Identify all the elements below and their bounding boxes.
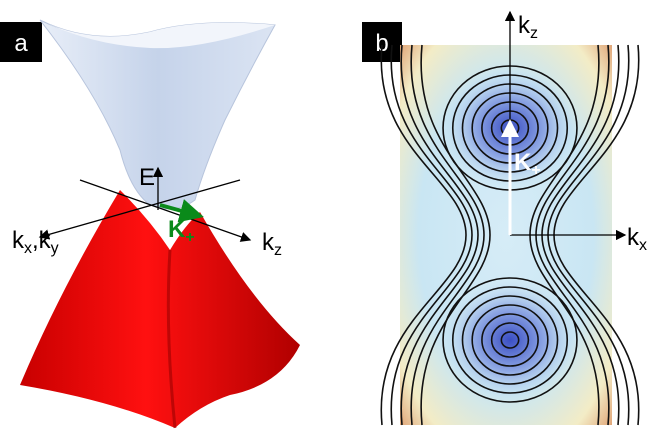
axis-label: E: [139, 164, 155, 191]
label-part: ,k: [32, 227, 52, 254]
lower-cone: [20, 190, 300, 428]
label-part: K: [514, 149, 532, 176]
figure: a E kx,ky kz K+ b kz kx K+: [0, 0, 653, 434]
axis-label: kx,ky: [12, 227, 59, 257]
axis-label: K+: [168, 216, 195, 246]
panel-a: a E kx,ky kz K+: [0, 20, 300, 428]
label-part: +: [531, 162, 540, 179]
label-part: x: [24, 240, 32, 257]
axis-label: kz: [518, 12, 538, 42]
panel-b: b kz kx K+: [362, 12, 647, 425]
label-part: +: [185, 229, 194, 246]
label-part: K: [168, 216, 186, 243]
label-part: y: [51, 240, 59, 257]
label-part: z: [274, 242, 282, 259]
label-part: x: [639, 237, 647, 254]
label-part: E: [139, 164, 155, 191]
panel-label: a: [14, 30, 28, 57]
label-part: z: [530, 25, 538, 42]
axis-label: kz: [262, 229, 282, 259]
axis-label: kx: [627, 224, 647, 254]
